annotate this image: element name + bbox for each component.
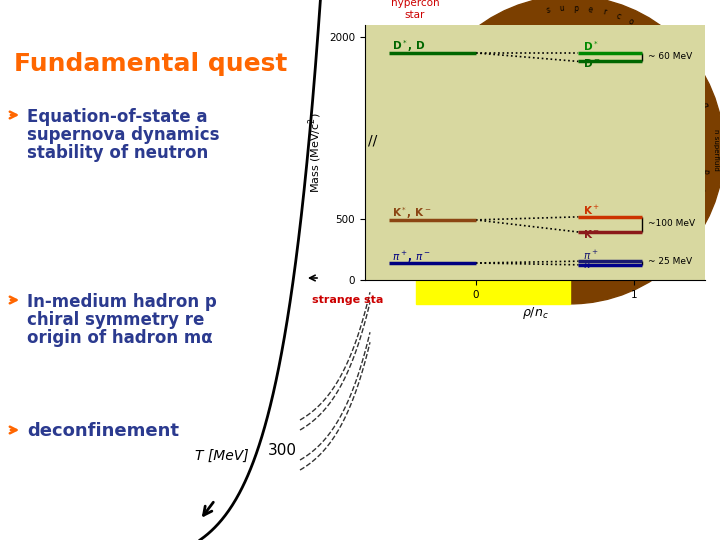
- Text: $\pi^-$: $\pi^-$: [583, 260, 599, 272]
- X-axis label: $\rho/n_c$: $\rho/n_c$: [521, 305, 549, 321]
- Text: $\pi^+$, $\pi^-$: $\pi^+$, $\pi^-$: [392, 250, 431, 265]
- Text: p: p: [701, 168, 710, 174]
- Text: t: t: [680, 63, 690, 71]
- Bar: [416, 150, 570, 304]
- Text: stability of neutron: stability of neutron: [27, 144, 208, 162]
- Bar: [566, 224, 584, 242]
- Circle shape: [451, 31, 689, 269]
- Text: r: r: [696, 186, 706, 192]
- Text: ~ 25 MeV: ~ 25 MeV: [648, 257, 692, 266]
- Text: d: d: [550, 211, 556, 220]
- Text: g: g: [700, 102, 710, 109]
- Bar: [500, 224, 518, 242]
- Text: absolutely stable
strange quark
matter: absolutely stable strange quark matter: [451, 169, 535, 202]
- Bar: [522, 224, 540, 242]
- Text: hypercon
star: hypercon star: [391, 0, 439, 20]
- Text: p: p: [574, 4, 579, 13]
- Circle shape: [523, 103, 618, 198]
- Text: u.d.s
quarks: u.d.s quarks: [545, 123, 575, 142]
- Text: e: e: [588, 5, 593, 15]
- Text: deconfinement: deconfinement: [27, 422, 179, 440]
- Text: n: n: [657, 246, 667, 256]
- Text: c: c: [615, 11, 621, 22]
- Text: s: s: [545, 5, 551, 15]
- Text: n: n: [639, 24, 648, 34]
- Text: $\pi^-$: $\pi^-$: [633, 81, 657, 99]
- Text: K$^-$: K$^-$: [583, 227, 600, 240]
- Text: c: c: [672, 52, 681, 60]
- Text: n,p,e, μ: n,p,e, μ: [577, 82, 613, 92]
- Text: K$^*$, K$^-$: K$^*$, K$^-$: [392, 206, 431, 221]
- Text: r: r: [602, 8, 607, 17]
- Text: Fundamental quest: Fundamental quest: [14, 52, 287, 76]
- Text: //: //: [368, 133, 377, 147]
- Text: In-medium hadron p: In-medium hadron p: [27, 293, 217, 311]
- Text: $\pi^+$: $\pi^+$: [583, 249, 599, 262]
- Text: K$^+$: K$^+$: [583, 204, 600, 217]
- Text: strange sta: strange sta: [312, 295, 383, 305]
- Text: n superfluid: n superfluid: [713, 129, 719, 171]
- Text: o: o: [690, 202, 700, 211]
- Text: i: i: [688, 76, 698, 83]
- Text: μ: μ: [506, 211, 512, 220]
- Circle shape: [486, 66, 654, 234]
- Circle shape: [539, 119, 601, 181]
- Text: K$^-$: K$^-$: [626, 145, 650, 161]
- Text: D$^*$: D$^*$: [583, 39, 599, 53]
- Polygon shape: [540, 110, 565, 155]
- Text: u: u: [559, 4, 564, 13]
- Text: m: m: [593, 221, 602, 230]
- Text: n: n: [694, 88, 705, 96]
- Text: supernova dynamics: supernova dynamics: [27, 126, 220, 144]
- Text: ~ 60 MeV: ~ 60 MeV: [648, 52, 693, 61]
- Circle shape: [416, 0, 720, 304]
- Circle shape: [469, 49, 672, 252]
- Text: u: u: [528, 211, 534, 220]
- Polygon shape: [590, 40, 670, 180]
- Circle shape: [432, 12, 708, 288]
- Circle shape: [505, 85, 635, 215]
- Circle shape: [565, 135, 675, 245]
- Text: o: o: [670, 233, 680, 242]
- Text: t: t: [681, 219, 690, 227]
- Bar: [544, 224, 562, 242]
- Text: chiral symmetry re: chiral symmetry re: [27, 311, 204, 329]
- Text: Equation-of-state a: Equation-of-state a: [27, 108, 207, 126]
- Text: s: s: [572, 211, 577, 220]
- Text: s: s: [644, 258, 652, 267]
- Text: ~100 MeV: ~100 MeV: [648, 219, 696, 228]
- Text: d: d: [651, 32, 660, 42]
- Text: D$^-$: D$^-$: [583, 57, 600, 69]
- Text: D$^*$, D: D$^*$, D: [392, 38, 425, 54]
- Text: u: u: [662, 41, 671, 51]
- Text: 300: 300: [268, 443, 297, 458]
- Text: o: o: [627, 17, 635, 27]
- Text: T [MeV]: T [MeV]: [195, 449, 248, 463]
- Text: origin of hadron mα: origin of hadron mα: [27, 329, 212, 347]
- Y-axis label: Mass (MeV/c$^2$): Mass (MeV/c$^2$): [306, 112, 323, 193]
